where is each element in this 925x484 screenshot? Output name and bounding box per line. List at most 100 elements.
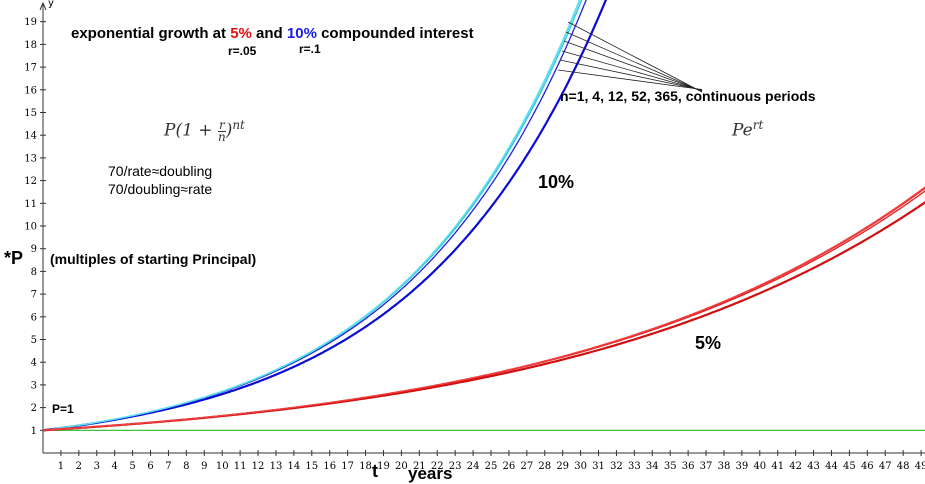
x-tick-label: 21	[413, 461, 426, 472]
x-tick-label: 47	[879, 461, 892, 472]
y-tick-label: 4	[31, 358, 37, 369]
y-tick-label: 11	[24, 199, 37, 210]
x-tick-label: 28	[538, 461, 551, 472]
rate-label-1: r=.1	[299, 42, 321, 56]
y-tick-label: 8	[31, 267, 37, 278]
x-tick-label: 5	[129, 461, 135, 472]
x-tick-label: 17	[341, 461, 354, 472]
x-tick-label: 20	[395, 461, 408, 472]
x-tick-label: 44	[825, 461, 838, 472]
y-tick-label: 14	[24, 131, 37, 142]
curves-layer	[42, 0, 925, 432]
x-tick-label: 24	[467, 461, 480, 472]
x-tick-label: 40	[753, 461, 766, 472]
title-part-3: compounded interest	[316, 25, 474, 42]
title-part-2: and	[251, 25, 287, 42]
continuous-compound-formula: Pert	[732, 118, 764, 141]
growth-curve-r01-n52	[42, 0, 581, 431]
x-tick-label: 18	[359, 461, 372, 472]
curve-label-5: 5%	[695, 333, 722, 353]
x-tick-label: 12	[252, 461, 265, 472]
x-tick-label: 15	[305, 461, 318, 472]
y-tick-label: 6	[31, 312, 37, 323]
x-tick-label: 26	[503, 461, 516, 472]
start-principal-label: P=1	[52, 402, 74, 416]
period-pointers	[557, 21, 703, 93]
growth-curve-r01-n12	[42, 0, 583, 431]
periods-label: n=1, 4, 12, 52, 365, continuous periods	[560, 88, 816, 104]
x-tick-label: 48	[897, 461, 910, 472]
x-tick-label: 25	[485, 461, 498, 472]
x-axis-label: t	[372, 461, 378, 481]
y-tick-label: 13	[24, 153, 37, 164]
x-tick-label: 7	[165, 461, 171, 472]
x-tick-label: 10	[216, 461, 229, 472]
y-tick-label: 9	[31, 244, 37, 255]
period-pointer-line	[567, 21, 703, 93]
title-rate-5: 5%	[230, 25, 252, 42]
x-tick-label: 32	[610, 461, 623, 472]
x-tick-label: 22	[431, 461, 444, 472]
y-axis-arrow	[39, 1, 47, 11]
growth-curve-r01-ncontinuous	[42, 0, 581, 431]
x-tick-label: 39	[736, 461, 749, 472]
x-tick-label: 42	[789, 461, 802, 472]
title-rate-10: 10%	[286, 25, 317, 42]
x-tick-label: 9	[201, 461, 207, 472]
x-tick-label: 27	[520, 461, 533, 472]
growth-curve-r005-ncontinuous	[42, 186, 925, 431]
growth-curve-r005-n12	[42, 187, 925, 431]
chart-title: exponential growth at 5% and 10% compoun…	[71, 25, 474, 42]
x-tick-label: 13	[270, 461, 283, 472]
x-tick-label: 4	[111, 461, 117, 472]
x-tick-label: 2	[76, 461, 82, 472]
growth-curve-r01-n365	[42, 0, 581, 431]
y-tick-label: 10	[24, 222, 37, 233]
period-pointer-line	[563, 40, 703, 92]
y-tick-label: 16	[24, 85, 37, 96]
x-tick-label: 46	[861, 461, 874, 472]
x-tick-label: 11	[234, 461, 247, 472]
x-tick-label: 14	[288, 461, 301, 472]
x-tick-label: 33	[628, 461, 641, 472]
y-tick-label: 7	[31, 290, 37, 301]
x-tick-label: 36	[682, 461, 695, 472]
period-pointer-line	[561, 50, 703, 91]
x-tick-label: 19	[377, 461, 390, 472]
growth-curve-r005-n1	[42, 201, 925, 432]
y-tick-label: 12	[24, 176, 37, 187]
rate-label-05: r=.05	[228, 44, 257, 58]
y-tick-label: 15	[24, 108, 37, 119]
y-axis-letter: y	[48, 0, 54, 9]
growth-curve-r01-n4	[42, 0, 587, 431]
x-axis-unit: years	[408, 464, 453, 483]
x-tick-label: 3	[94, 461, 100, 472]
x-tick-label: 31	[592, 461, 605, 472]
y-axis-note: (multiples of starting Principal)	[50, 251, 257, 267]
x-tick-label: 49	[915, 461, 925, 472]
x-tick-label: 37	[700, 461, 713, 472]
doubling-rule-note: 70/rate≈doubling	[108, 163, 213, 179]
curve-label-10: 10%	[538, 172, 575, 192]
x-tick-label: 34	[646, 461, 659, 472]
x-tick-label: 41	[771, 461, 784, 472]
x-tick-label: 45	[843, 461, 856, 472]
y-tick-label: 5	[31, 335, 37, 346]
x-tick-label: 1	[58, 461, 64, 472]
y-tick-label: 19	[24, 17, 37, 28]
period-pointer-line	[559, 59, 703, 91]
y-tick-label: 1	[31, 426, 37, 437]
x-tick-label: 29	[556, 461, 569, 472]
x-tick-label: 38	[718, 461, 731, 472]
y-tick-label: 17	[24, 63, 37, 74]
y-axis-label: *P	[4, 248, 24, 268]
rate-rule-note: 70/doubling≈rate	[108, 181, 213, 197]
y-tick-label: 3	[31, 380, 37, 391]
axes-layer: 1 2 3 4 5 6 7 8 9 10 11 12 13 14 15 16 17 18 19 20 21 22 23 24 2…	[24, 1, 925, 472]
x-tick-label: 8	[183, 461, 189, 472]
x-tick-label: 30	[574, 461, 587, 472]
y-tick-label: 18	[24, 40, 37, 51]
period-pointer-line	[565, 31, 703, 92]
title-part-1: exponential growth at	[71, 25, 231, 42]
